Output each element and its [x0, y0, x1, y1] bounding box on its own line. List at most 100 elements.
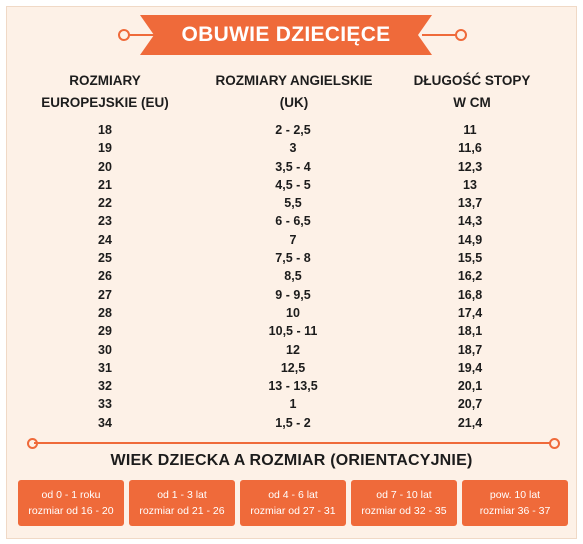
- age-box: od 7 - 10 lat rozmiar od 32 - 35: [351, 480, 457, 526]
- uk-size: 6 - 6,5: [275, 214, 311, 229]
- table-row: 30 12 18,7: [0, 341, 583, 359]
- age-range: od 0 - 1 roku: [41, 489, 101, 501]
- foot-length: 19,4: [457, 360, 483, 375]
- eu-size: 23: [98, 214, 112, 229]
- size-range: rozmiar od 27 - 31: [250, 505, 336, 517]
- foot-length: 11: [463, 123, 477, 137]
- size-chart-card: [6, 6, 577, 539]
- header-uk-line1: ROZMIARY ANGIELSKIE: [215, 73, 373, 88]
- table-row: 18 2 - 2,5 11: [0, 121, 583, 139]
- foot-length: 11,6: [458, 141, 482, 156]
- uk-size: 8,5: [284, 269, 302, 284]
- foot-length: 12,3: [457, 159, 483, 174]
- age-size-boxes: od 0 - 1 roku rozmiar od 16 - 20 od 1 - …: [18, 480, 570, 526]
- foot-length: 16,2: [457, 269, 483, 284]
- foot-length: 13: [463, 177, 477, 192]
- foot-length: 14,3: [457, 214, 483, 229]
- uk-size: 12: [286, 342, 300, 357]
- uk-size: 1: [289, 397, 297, 412]
- table-row: 34 1,5 - 2 21,4: [0, 414, 583, 432]
- table-row: 29 10,5 - 11 18,1: [0, 322, 583, 340]
- header-foot-line1: DŁUGOŚĆ STOPY: [413, 73, 531, 88]
- uk-size: 2 - 2,5: [275, 123, 311, 137]
- uk-size: 3: [289, 141, 297, 156]
- uk-size: 9 - 9,5: [275, 287, 311, 302]
- age-range: pow. 10 lat: [489, 489, 541, 501]
- uk-size: 10: [286, 305, 300, 320]
- eu-size: 28: [98, 305, 112, 320]
- eu-size: 31: [98, 360, 112, 375]
- foot-length: 14,9: [457, 232, 483, 247]
- foot-length: 21,4: [457, 415, 483, 430]
- foot-length: 13,7: [457, 196, 483, 211]
- foot-length: 20,1: [457, 379, 483, 394]
- table-row: 21 4,5 - 5 13: [0, 176, 583, 194]
- foot-length: 20,7: [457, 397, 483, 412]
- age-box: od 0 - 1 roku rozmiar od 16 - 20: [18, 480, 124, 526]
- section-divider: [34, 442, 552, 444]
- header-eu-line1: ROZMIARY: [69, 73, 141, 88]
- ribbon-line-right: [422, 34, 456, 36]
- header-eu: ROZMIARY EUROPEJSKIE (EU): [20, 70, 190, 114]
- table-row: 33 1 20,7: [0, 395, 583, 413]
- header-uk: ROZMIARY ANGIELSKIE (UK): [196, 70, 392, 114]
- title-ribbon: OBUWIE DZIECIĘCE: [140, 15, 432, 55]
- ribbon-line-left: [128, 34, 162, 36]
- table-row: 24 7 14,9: [0, 231, 583, 249]
- uk-size: 7,5 - 8: [275, 251, 311, 266]
- eu-size: 32: [98, 379, 112, 394]
- eu-size: 24: [98, 232, 112, 247]
- table-row: 31 12,5 19,4: [0, 359, 583, 377]
- foot-length: 16,8: [457, 287, 483, 302]
- uk-size: 1,5 - 2: [275, 415, 311, 430]
- header-foot-length: DŁUGOŚĆ STOPY W CM: [388, 70, 556, 114]
- age-section-title: WIEK DZIECKA A ROZMIAR (ORIENTACYJNIE): [110, 452, 473, 469]
- eu-size: 33: [98, 397, 112, 412]
- eu-size: 25: [98, 251, 112, 266]
- foot-length: 18,7: [457, 342, 483, 357]
- size-range: rozmiar od 32 - 35: [361, 505, 447, 517]
- eu-size: 29: [98, 324, 112, 339]
- size-range: rozmiar od 16 - 20: [28, 505, 114, 517]
- age-box: od 1 - 3 lat rozmiar od 21 - 26: [129, 480, 235, 526]
- size-table: 18 2 - 2,5 11 19 3 11,6 20 3,5 - 4 12,3 21 4,5 …: [0, 121, 583, 432]
- eu-size: 19: [98, 141, 112, 156]
- size-range: rozmiar od 21 - 26: [139, 505, 225, 517]
- foot-length: 17,4: [457, 305, 483, 320]
- ribbon-dot-right: [455, 29, 467, 41]
- header-eu-line2: EUROPEJSKIE (EU): [41, 95, 169, 110]
- eu-size: 26: [98, 269, 112, 284]
- ribbon-shape: [140, 15, 432, 55]
- table-row: 23 6 - 6,5 14,3: [0, 212, 583, 230]
- uk-size: 10,5 - 11: [268, 324, 318, 339]
- age-range: od 4 - 6 lat: [268, 489, 318, 501]
- uk-size: 5,5: [284, 196, 302, 211]
- uk-size: 4,5 - 5: [275, 177, 311, 192]
- foot-length: 15,5: [457, 251, 483, 266]
- uk-size: 7: [289, 232, 297, 247]
- table-row: 19 3 11,6: [0, 139, 583, 157]
- table-row: 27 9 - 9,5 16,8: [0, 286, 583, 304]
- age-box: pow. 10 lat rozmiar 36 - 37: [462, 480, 568, 526]
- table-row: 20 3,5 - 4 12,3: [0, 158, 583, 176]
- age-range: od 7 - 10 lat: [376, 489, 432, 501]
- size-range: rozmiar 36 - 37: [479, 505, 551, 517]
- table-row: 25 7,5 - 8 15,5: [0, 249, 583, 267]
- eu-size: 34: [98, 415, 112, 430]
- uk-size: 13 - 13,5: [268, 379, 318, 394]
- foot-length: 18,1: [457, 324, 483, 339]
- eu-size: 27: [98, 287, 112, 302]
- uk-size: 3,5 - 4: [275, 159, 311, 174]
- table-row: 32 13 - 13,5 20,1: [0, 377, 583, 395]
- header-uk-line2: (UK): [279, 95, 309, 110]
- page-title: OBUWIE DZIECIĘCE: [181, 23, 391, 46]
- eu-size: 30: [98, 342, 112, 357]
- age-range: od 1 - 3 lat: [157, 489, 207, 501]
- eu-size: 21: [98, 177, 112, 192]
- divider-dot-right: [549, 438, 560, 449]
- eu-size: 20: [98, 159, 112, 174]
- eu-size: 18: [98, 123, 112, 137]
- table-row: 22 5,5 13,7: [0, 194, 583, 212]
- uk-size: 12,5: [280, 360, 306, 375]
- table-row: 26 8,5 16,2: [0, 267, 583, 285]
